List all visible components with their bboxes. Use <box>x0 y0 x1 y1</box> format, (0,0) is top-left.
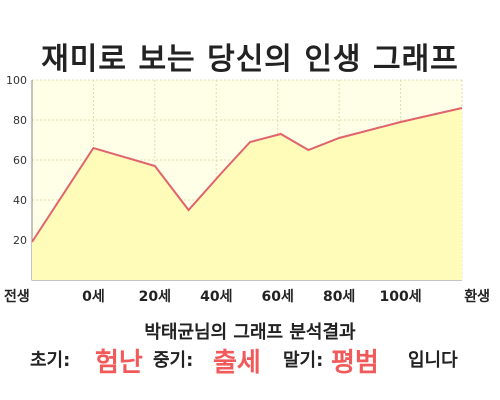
middle-value: 출세 <box>213 348 261 378</box>
analysis-heading: 박태균님의 그래프 분석결과 <box>144 322 356 343</box>
x-tick-label: 60세 <box>262 289 294 305</box>
x-tick-label: 40세 <box>200 289 232 305</box>
middle-label: 중기: <box>153 350 194 371</box>
y-tick-label: 20 <box>13 234 27 247</box>
life-line <box>31 107 463 243</box>
x-tick-label: 80세 <box>323 289 355 305</box>
x-tick-label: 20세 <box>139 289 171 305</box>
late-value: 평범 <box>331 348 379 378</box>
x-tick-label: 환생 <box>464 288 490 305</box>
x-tick-label: 100세 <box>380 289 422 305</box>
ending-text: 입니다 <box>408 350 458 371</box>
x-tick-label: 전생 <box>4 288 30 305</box>
y-tick-label: 80 <box>13 114 27 127</box>
page-title: 재미로 보는 당신의 인생 그래프 <box>41 42 459 77</box>
life-area <box>32 108 462 280</box>
early-value: 험난 <box>95 348 143 378</box>
y-tick-label: 60 <box>13 154 27 167</box>
early-label: 초기: <box>30 350 71 371</box>
x-tick-label: 0세 <box>82 289 105 305</box>
y-tick-label: 40 <box>13 194 27 207</box>
late-label: 말기: <box>283 350 324 371</box>
y-tick-label: 100 <box>6 74 27 87</box>
